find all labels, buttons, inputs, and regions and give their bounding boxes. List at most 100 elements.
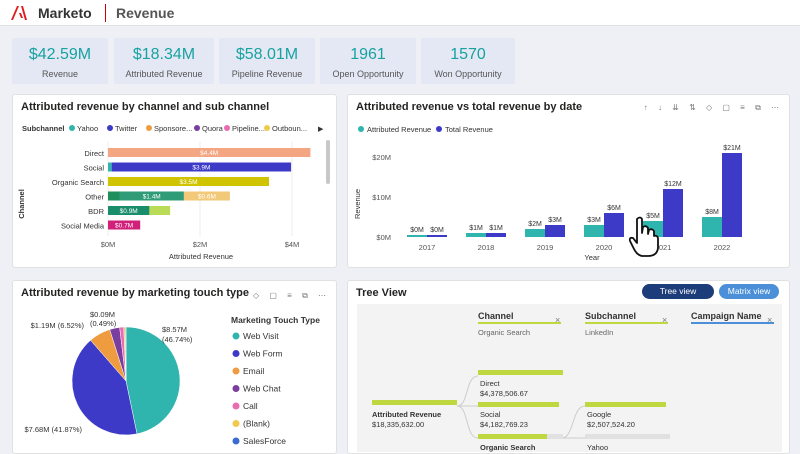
card-title: Attributed revenue by marketing touch ty…	[21, 287, 249, 299]
kpi-attributed-revenue[interactable]: $18.34M Attributed Revenue	[114, 38, 214, 84]
card-title: Tree View	[356, 287, 407, 299]
data-label: $5M	[646, 213, 660, 220]
legend-dot	[224, 125, 230, 131]
header-divider	[105, 4, 106, 22]
tree-view-button[interactable]: Tree view	[642, 284, 714, 299]
category-label: Direct	[84, 149, 105, 158]
card-title: Attributed revenue vs total revenue by d…	[356, 101, 583, 113]
legend-entry: (Blank)	[243, 419, 270, 429]
legend-dot	[232, 385, 240, 392]
x-axis-title: Attributed Revenue	[169, 252, 233, 261]
bar-segment	[149, 206, 171, 215]
y-axis-title: Channel	[17, 189, 26, 219]
legend-entry: Pipeline...	[232, 124, 265, 133]
data-label: $0M	[410, 227, 424, 234]
column-total	[663, 189, 683, 237]
kpi-value: 1570	[450, 46, 486, 63]
tree-node-label: Organic Search	[480, 443, 536, 452]
kpi-value: 1961	[350, 46, 386, 63]
legend-next-icon[interactable]: ▶	[318, 126, 324, 133]
legend-entry: SalesForce	[243, 436, 286, 446]
bar-segment	[183, 191, 230, 201]
data-label: $7.68M (41.87%)	[24, 425, 82, 434]
tree-node-bar[interactable]	[478, 370, 563, 375]
kpi-pipeline-revenue[interactable]: $58.01M Pipeline Revenue	[219, 38, 315, 84]
category-label: Social Media	[61, 222, 105, 231]
data-label: $0.9M	[120, 208, 138, 215]
legend-dot	[107, 125, 113, 131]
column-underline	[585, 322, 668, 324]
brand-name: Marketo	[38, 5, 92, 21]
legend-dot	[436, 126, 442, 132]
tree-node-value: $4,378,506.67	[480, 389, 528, 398]
legend-dot	[358, 126, 364, 132]
legend-dot	[232, 367, 240, 375]
legend-entry: Web Visit	[243, 331, 279, 341]
category-label: Social	[84, 164, 105, 173]
kpi-won-opportunity[interactable]: 1570 Won Opportunity	[421, 38, 515, 84]
hand-cursor-icon	[628, 216, 659, 257]
category-label: BDR	[88, 207, 104, 216]
legend-entry: Total Revenue	[445, 125, 493, 134]
legend-title: Subchannel	[22, 124, 65, 133]
legend-dot	[232, 437, 240, 445]
y-axis-title: Revenue	[353, 189, 362, 219]
x-axis-title: Year	[584, 253, 600, 262]
tree-column-filter: Organic Search	[478, 328, 531, 337]
tree-node-bar[interactable]	[478, 434, 547, 439]
legend-dot	[194, 125, 200, 131]
tree-node-label: Yahoo	[587, 443, 608, 452]
bar-segment	[108, 206, 150, 215]
tree-link	[456, 405, 479, 439]
data-label: $8.57M	[162, 325, 187, 334]
tree-canvas	[357, 304, 782, 452]
legend-dot	[264, 125, 270, 131]
column-attributed	[584, 225, 604, 237]
remove-channel-icon[interactable]: ×	[555, 315, 560, 325]
tree-node-value: $2,507,524.20	[587, 420, 635, 429]
y-tick-label: $0M	[376, 233, 391, 242]
tree-diagram: × × × Attributed Revenue $18,335,632.00 …	[372, 315, 774, 452]
pie-slice	[125, 326, 181, 435]
matrix-view-button[interactable]: Matrix view	[719, 284, 779, 299]
card-title: Attributed revenue by channel and sub ch…	[21, 101, 270, 113]
data-label: $3.5M	[179, 179, 197, 186]
tree-column-channel[interactable]: Channel	[478, 311, 514, 321]
legend-entry: Yahoo	[77, 124, 98, 133]
remove-subchannel-icon[interactable]: ×	[662, 315, 667, 325]
touch-type-pie-chart: Marketing Touch Type $8.57M(46.74%) $7.68…	[24, 310, 320, 446]
tree-node-track	[585, 434, 670, 439]
category-label: Organic Search	[52, 178, 104, 187]
column-total	[545, 225, 565, 237]
tree-node-bar[interactable]	[585, 402, 666, 407]
tree-column-subchannel[interactable]: Subchannel	[585, 311, 637, 321]
tree-node-bar[interactable]	[478, 402, 559, 407]
legend-dot	[232, 350, 240, 357]
legend-entry: Web Chat	[243, 384, 281, 394]
kpi-revenue[interactable]: $42.59M Revenue	[12, 38, 108, 84]
data-label: (0.49%)	[90, 319, 117, 328]
visual-toolbar[interactable]: ◇ ▢ ≡ ⧉ ⋯	[253, 291, 330, 300]
page-title: Revenue	[116, 5, 175, 21]
column-total	[427, 235, 447, 237]
kpi-label: Pipeline Revenue	[231, 69, 303, 79]
legend-title: Marketing Touch Type	[231, 315, 320, 325]
column-underline	[691, 322, 774, 324]
remove-campaign-icon[interactable]: ×	[767, 315, 772, 325]
legend-entry: Web Form	[243, 349, 283, 359]
tree-root-value: $18,335,632.00	[372, 420, 424, 429]
visual-toolbar[interactable]: ↑ ↓ ⇊ ⇅ ◇ ▢ ≡ ⧉ ⋯	[643, 103, 783, 112]
tree-node-label: Google	[587, 410, 611, 419]
chart-scrollbar[interactable]	[326, 140, 330, 184]
tree-root-label: Attributed Revenue	[372, 410, 441, 419]
tree-link	[561, 405, 586, 439]
data-label: $1M	[469, 225, 483, 232]
tree-node-bar[interactable]	[372, 400, 457, 405]
data-label: $0.09M	[90, 310, 115, 319]
kpi-open-opportunity[interactable]: 1961 Open Opportunity	[320, 38, 416, 84]
x-tick-label: 2021	[655, 243, 672, 252]
x-tick-label: $0M	[101, 240, 116, 249]
column-total	[604, 213, 624, 237]
tree-column-campaign[interactable]: Campaign Name	[691, 311, 762, 321]
bar-segment	[111, 162, 292, 172]
